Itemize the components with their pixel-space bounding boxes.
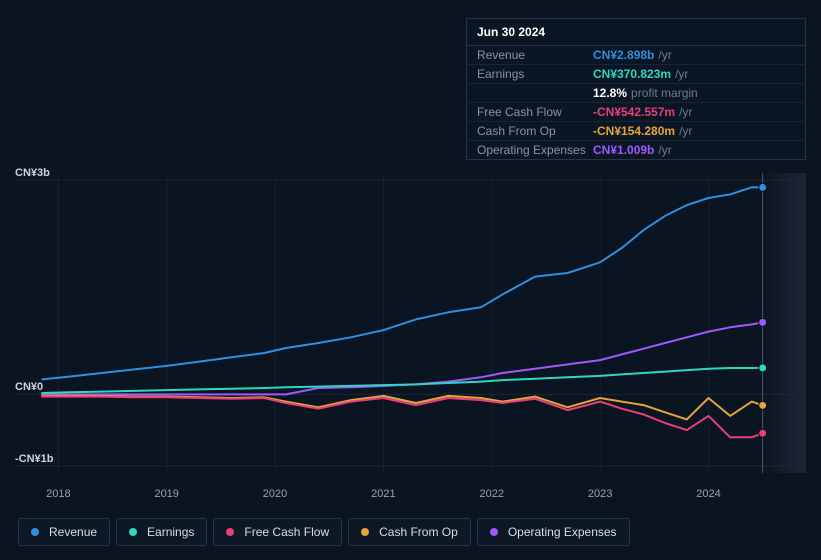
- tooltip-row-label: Cash From Op: [477, 124, 593, 138]
- x-tick-label: 2022: [480, 488, 504, 500]
- y-tick-label: CN¥3b: [15, 167, 63, 179]
- tooltip-row-label: Earnings: [477, 67, 593, 81]
- tooltip-row: Free Cash Flow-CN¥542.557m/yr: [467, 103, 805, 122]
- legend-item[interactable]: Revenue: [18, 518, 110, 546]
- legend-item[interactable]: Operating Expenses: [477, 518, 630, 546]
- tooltip-row-suffix: /yr: [679, 105, 692, 119]
- legend-label: Free Cash Flow: [244, 525, 329, 539]
- tooltip-row: 12.8% profit margin: [467, 84, 805, 103]
- root: Jun 30 2024 RevenueCN¥2.898b/yrEarningsC…: [0, 0, 821, 560]
- tooltip-row-label: Free Cash Flow: [477, 105, 593, 119]
- legend-label: Revenue: [49, 525, 97, 539]
- legend-label: Operating Expenses: [508, 525, 617, 539]
- tooltip-row-suffix: /yr: [658, 48, 671, 62]
- tooltip-row-value: CN¥2.898b: [593, 48, 654, 62]
- tooltip-row-suffix: /yr: [658, 143, 671, 157]
- tooltip-row-label: Operating Expenses: [477, 143, 593, 157]
- tooltip-row-value: -CN¥154.280m: [593, 124, 675, 138]
- legend-item[interactable]: Earnings: [116, 518, 207, 546]
- legend: Revenue Earnings Free Cash Flow Cash From O…: [18, 518, 630, 546]
- tooltip-row-suffix: /yr: [679, 124, 692, 138]
- x-tick-label: 2020: [263, 488, 287, 500]
- legend-dot-icon: [129, 528, 137, 536]
- legend-item[interactable]: Cash From Op: [348, 518, 471, 546]
- x-tick-label: 2018: [46, 488, 70, 500]
- tooltip-row-label: Revenue: [477, 48, 593, 62]
- tooltip-row-value: CN¥370.823m: [593, 67, 671, 81]
- tooltip-row-suffix: /yr: [675, 67, 688, 81]
- x-tick-label: 2024: [696, 488, 720, 500]
- tooltip-row: RevenueCN¥2.898b/yr: [467, 46, 805, 65]
- x-tick-label: 2023: [588, 488, 612, 500]
- legend-item[interactable]: Free Cash Flow: [213, 518, 342, 546]
- tooltip-row-value: CN¥1.009b: [593, 143, 654, 157]
- chart-plot: [15, 173, 806, 473]
- y-tick-label: -CN¥1b: [15, 453, 63, 465]
- legend-label: Earnings: [147, 525, 194, 539]
- legend-dot-icon: [361, 528, 369, 536]
- legend-dot-icon: [490, 528, 498, 536]
- tooltip: Jun 30 2024 RevenueCN¥2.898b/yrEarningsC…: [466, 18, 806, 160]
- legend-label: Cash From Op: [379, 525, 458, 539]
- legend-dot-icon: [31, 528, 39, 536]
- tooltip-row: EarningsCN¥370.823m/yr: [467, 65, 805, 84]
- tooltip-row: Cash From Op-CN¥154.280m/yr: [467, 122, 805, 141]
- legend-dot-icon: [226, 528, 234, 536]
- tooltip-row-suffix: profit margin: [631, 86, 698, 100]
- tooltip-title: Jun 30 2024: [467, 19, 805, 46]
- chart: CN¥3b CN¥0 -CN¥1b 2018 2019 2020 2021 2022 2023…: [15, 158, 806, 508]
- tooltip-row-value: 12.8%: [593, 86, 627, 100]
- y-tick-label: CN¥0: [15, 381, 63, 393]
- x-tick-label: 2019: [154, 488, 178, 500]
- x-tick-label: 2021: [371, 488, 395, 500]
- tooltip-row-value: -CN¥542.557m: [593, 105, 675, 119]
- tooltip-row: Operating ExpensesCN¥1.009b/yr: [467, 141, 805, 159]
